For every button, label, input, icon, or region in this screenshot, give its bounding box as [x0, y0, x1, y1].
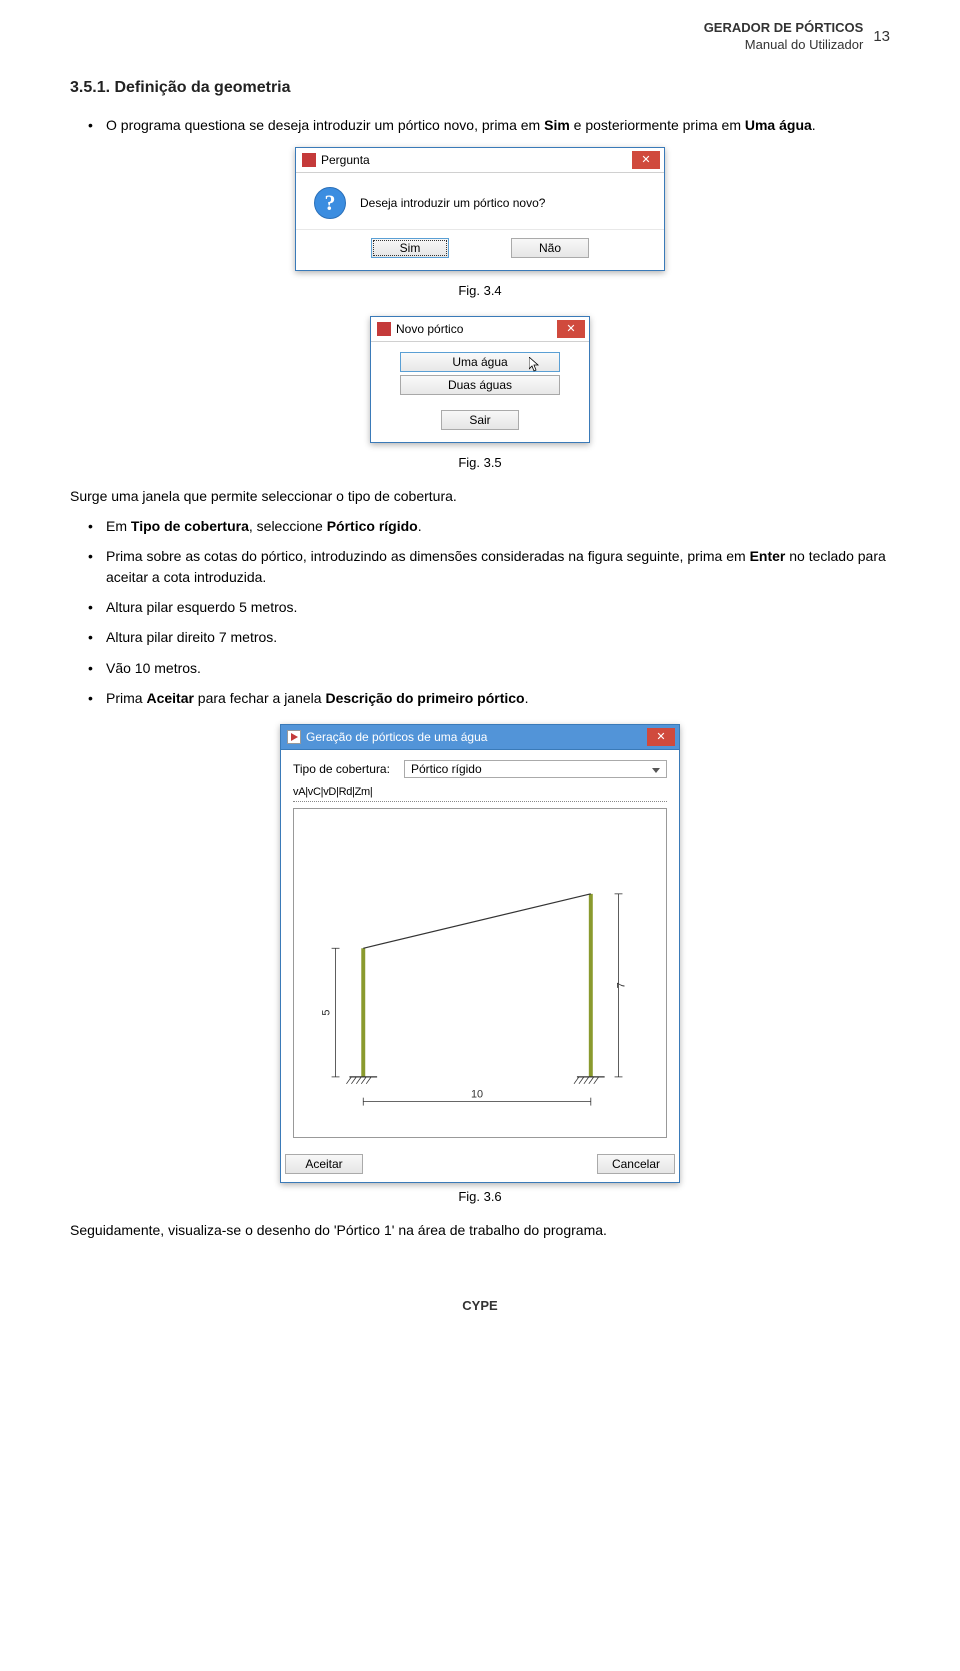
- bullet-vao: Vão 10 metros.: [88, 658, 890, 678]
- close-icon[interactable]: ✕: [647, 728, 675, 746]
- page-header: GERADOR DE PÓRTICOS Manual do Utilizador…: [70, 20, 890, 54]
- cobertura-label: Tipo de cobertura:: [293, 762, 390, 776]
- bullet-altura-esq: Altura pilar esquerdo 5 metros.: [88, 597, 890, 617]
- intro-bullet: O programa questiona se deseja introduzi…: [88, 115, 890, 135]
- exit-button[interactable]: Sair: [441, 410, 519, 430]
- bullet-altura-dir: Altura pilar direito 7 metros.: [88, 627, 890, 647]
- cursor-icon: [529, 357, 541, 373]
- app-icon: [377, 322, 391, 336]
- footer-brand: CYPE: [70, 1298, 890, 1313]
- section-heading: 3.5.1. Definição da geometria: [70, 79, 890, 97]
- bullet-tipo-cobertura: Em Tipo de cobertura, seleccione Pórtico…: [88, 516, 890, 536]
- cobertura-select[interactable]: Pórtico rígido: [404, 760, 667, 778]
- dialog-geracao-porticos: Geração de pórticos de uma água ✕ Tipo d…: [280, 724, 680, 1183]
- yes-button[interactable]: Sim: [371, 238, 449, 258]
- fig-caption-1: Fig. 3.4: [70, 283, 890, 298]
- close-icon[interactable]: ✕: [632, 151, 660, 169]
- app-icon: [287, 730, 301, 744]
- portico-canvas: 5 7 10: [293, 808, 667, 1138]
- dialog1-title: Pergunta: [321, 153, 370, 167]
- fig-caption-2: Fig. 3.5: [70, 455, 890, 470]
- doc-title: GERADOR DE PÓRTICOS: [704, 20, 864, 37]
- no-button[interactable]: Não: [511, 238, 589, 258]
- option-duas-aguas[interactable]: Duas águas: [400, 375, 560, 395]
- close-icon[interactable]: ✕: [557, 320, 585, 338]
- mid-paragraph: Surge uma janela que permite seleccionar…: [70, 488, 890, 504]
- dialog-novo-portico: Novo pórtico ✕ Uma água Duas águas Sair: [370, 316, 590, 443]
- dialog3-title: Geração de pórticos de uma água: [306, 730, 487, 744]
- fig-caption-3: Fig. 3.6: [70, 1189, 890, 1204]
- dialog-pergunta: Pergunta ✕ ? Deseja introduzir um pórtic…: [295, 147, 665, 271]
- svg-text:5: 5: [321, 1010, 333, 1016]
- page-number: 13: [873, 28, 890, 45]
- app-icon: [302, 153, 316, 167]
- view-toolbar[interactable]: vA|vC|vD|Rd|Zm|: [293, 786, 667, 802]
- svg-text:10: 10: [471, 1089, 483, 1101]
- doc-subtitle: Manual do Utilizador: [704, 37, 864, 54]
- option-uma-agua[interactable]: Uma água: [400, 352, 560, 372]
- dialog1-question: Deseja introduzir um pórtico novo?: [360, 196, 545, 210]
- closing-paragraph: Seguidamente, visualiza-se o desenho do …: [70, 1222, 890, 1238]
- svg-text:7: 7: [615, 982, 627, 988]
- bullet-cotas: Prima sobre as cotas do pórtico, introdu…: [88, 546, 890, 587]
- cancel-button[interactable]: Cancelar: [597, 1154, 675, 1174]
- dialog2-title: Novo pórtico: [396, 322, 463, 336]
- accept-button[interactable]: Aceitar: [285, 1154, 363, 1174]
- bullet-aceitar: Prima Aceitar para fechar a janela Descr…: [88, 688, 890, 708]
- question-icon: ?: [314, 187, 346, 219]
